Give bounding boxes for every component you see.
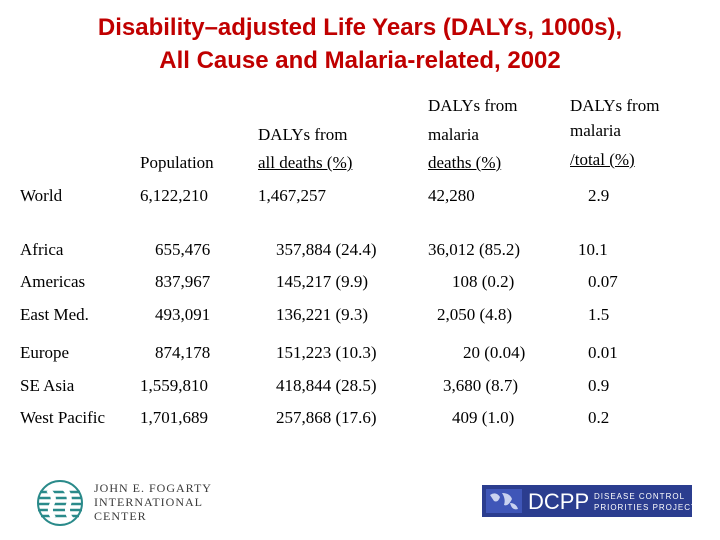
row-region: World: [20, 186, 63, 205]
row-population: 493,091: [155, 305, 211, 324]
world-map-icon: DCPP DISEASE CONTROL PRIORITIES PROJECT: [486, 489, 696, 514]
header-population: Population: [140, 153, 214, 172]
row-population: 655,476: [155, 240, 211, 259]
header-all-deaths-line1: DALYs from: [258, 125, 348, 144]
row-malaria: 3,680 (8.7): [443, 376, 519, 395]
row-region: Europe: [20, 343, 70, 362]
row-region: Africa: [20, 240, 64, 259]
row-all-deaths: 418,844 (28.5): [276, 376, 377, 395]
dcpp-line1: DISEASE CONTROL: [594, 492, 685, 501]
header-all-deaths-line2: all deaths (%): [258, 153, 353, 172]
row-region: West Pacific: [20, 408, 106, 427]
row-all-deaths: 136,221 (9.3): [276, 305, 369, 324]
row-malaria: 36,012 (85.2): [428, 240, 521, 259]
row-total: 10.1: [578, 240, 608, 259]
row-all-deaths: 1,467,257: [258, 186, 326, 205]
row-region: East Med.: [20, 305, 89, 324]
row-total: 0.07: [588, 272, 618, 291]
slide-title-line2: All Cause and Malaria-related, 2002: [159, 47, 561, 74]
fic-line1: JOHN E. FOGARTY: [94, 481, 212, 495]
header-malaria-line3: deaths (%): [428, 153, 502, 172]
dcpp-line2: PRIORITIES PROJECT: [594, 503, 692, 512]
row-total: 0.2: [588, 408, 610, 427]
fogarty-logo: JOHN E. FOGARTY INTERNATIONAL CENTER: [30, 478, 260, 528]
row-all-deaths: 151,223 (10.3): [276, 343, 377, 362]
header-total-line1: DALYs from: [570, 96, 660, 115]
row-region: Americas: [20, 272, 86, 291]
row-all-deaths: 145,217 (9.9): [276, 272, 369, 291]
row-all-deaths: 257,868 (17.6): [276, 408, 377, 427]
dcpp-logo: DCPP DISEASE CONTROL PRIORITIES PROJECT: [482, 485, 696, 517]
fic-line3: CENTER: [94, 509, 147, 523]
row-malaria: 42,280: [428, 186, 475, 205]
row-malaria: 2,050 (4.8): [437, 305, 513, 324]
globe-icon: JOHN E. FOGARTY INTERNATIONAL CENTER: [37, 480, 212, 526]
row-population: 6,122,210: [140, 186, 208, 205]
row-all-deaths: 357,884 (24.4): [276, 240, 377, 259]
row-malaria: 108 (0.2): [452, 272, 515, 291]
row-population: 874,178: [155, 343, 211, 362]
row-population: 1,701,689: [140, 408, 208, 427]
slide-title-line1: Disability–adjusted Life Years (DALYs, 1…: [97, 14, 623, 41]
row-total: 0.9: [588, 376, 610, 395]
row-region: SE Asia: [20, 376, 75, 395]
header-malaria-line1: DALYs from: [428, 96, 518, 115]
header-total-line3: /total (%): [570, 150, 635, 169]
row-population: 1,559,810: [140, 376, 208, 395]
row-population: 837,967: [155, 272, 211, 291]
row-malaria: 409 (1.0): [452, 408, 515, 427]
fic-line2: INTERNATIONAL: [94, 495, 203, 509]
row-total: 1.5: [588, 305, 610, 324]
row-total: 0.01: [588, 343, 618, 362]
dcpp-mark: DCPP: [528, 489, 589, 514]
header-malaria-line2: malaria: [428, 125, 479, 144]
row-malaria: 20 (0.04): [463, 343, 526, 362]
header-total-line2: malaria: [570, 121, 621, 140]
row-total: 2.9: [588, 186, 610, 205]
